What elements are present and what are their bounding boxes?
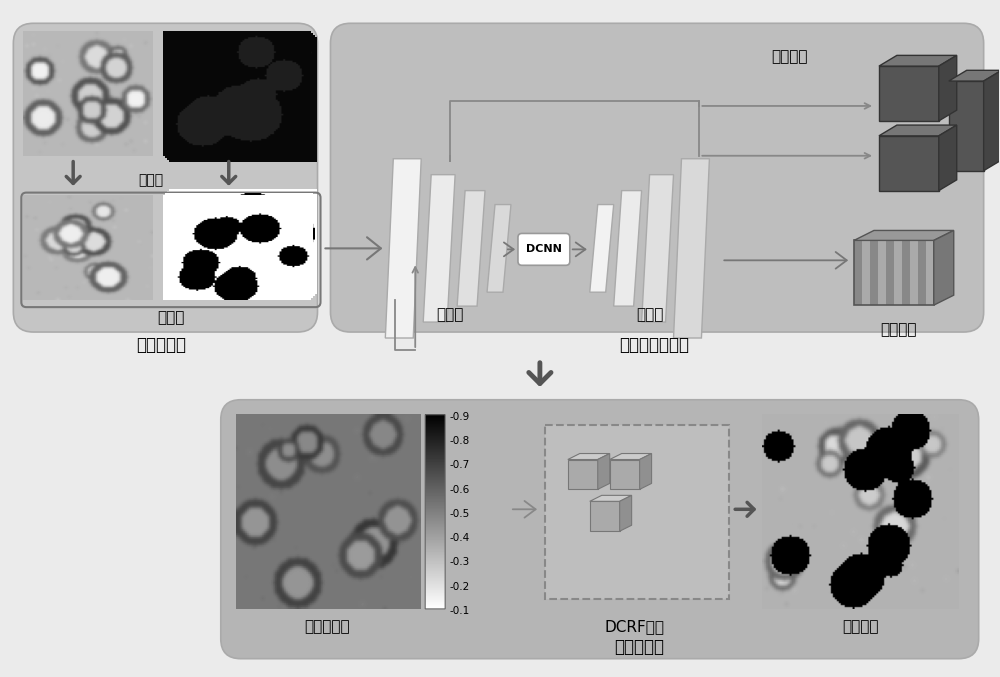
Polygon shape (457, 191, 485, 306)
Polygon shape (487, 204, 511, 292)
Polygon shape (590, 502, 620, 531)
Text: 优化和分割: 优化和分割 (615, 638, 665, 656)
Polygon shape (854, 240, 862, 305)
Text: DCRF优化: DCRF优化 (605, 619, 665, 634)
Polygon shape (620, 496, 632, 531)
Text: -0.6: -0.6 (449, 485, 469, 494)
Polygon shape (590, 496, 632, 502)
Text: 分割结果: 分割结果 (843, 619, 879, 634)
Polygon shape (939, 56, 957, 121)
Polygon shape (568, 460, 598, 489)
Polygon shape (984, 70, 1000, 171)
Polygon shape (610, 454, 652, 460)
Polygon shape (610, 460, 640, 489)
Text: -0.8: -0.8 (449, 436, 469, 446)
Text: 分割概率图: 分割概率图 (305, 619, 350, 634)
Polygon shape (870, 240, 878, 305)
Polygon shape (934, 230, 954, 305)
Polygon shape (854, 230, 954, 240)
Polygon shape (879, 125, 957, 136)
Polygon shape (568, 454, 610, 460)
Text: 特征通道: 特征通道 (881, 322, 917, 338)
Polygon shape (640, 454, 652, 489)
Polygon shape (879, 56, 957, 66)
Polygon shape (886, 240, 894, 305)
FancyBboxPatch shape (330, 23, 984, 332)
Text: 编码器: 编码器 (436, 307, 464, 323)
Polygon shape (902, 240, 910, 305)
Text: -0.7: -0.7 (449, 460, 469, 471)
FancyBboxPatch shape (221, 399, 979, 659)
Polygon shape (862, 240, 870, 305)
Text: -0.9: -0.9 (449, 412, 469, 422)
Polygon shape (949, 70, 1000, 81)
Text: 数据预处理: 数据预处理 (136, 336, 186, 354)
Polygon shape (918, 240, 926, 305)
Polygon shape (879, 66, 939, 121)
Polygon shape (878, 240, 886, 305)
Text: 训练集: 训练集 (157, 311, 185, 326)
Polygon shape (939, 125, 957, 191)
FancyBboxPatch shape (518, 234, 570, 265)
Text: -0.1: -0.1 (449, 606, 469, 616)
Polygon shape (926, 240, 934, 305)
FancyBboxPatch shape (545, 424, 729, 599)
Polygon shape (385, 158, 421, 338)
Polygon shape (879, 136, 939, 191)
Polygon shape (423, 175, 455, 322)
Polygon shape (590, 204, 614, 292)
Text: 预处理: 预处理 (138, 173, 164, 188)
Polygon shape (894, 240, 902, 305)
Text: 多层次特征融合: 多层次特征融合 (620, 336, 690, 354)
Text: -0.5: -0.5 (449, 509, 469, 519)
Polygon shape (614, 191, 642, 306)
Text: DCNN: DCNN (526, 244, 562, 255)
FancyBboxPatch shape (13, 23, 318, 332)
Text: 分组卷积: 分组卷积 (771, 49, 807, 64)
Text: 解码器: 解码器 (636, 307, 663, 323)
Text: -0.3: -0.3 (449, 557, 469, 567)
Polygon shape (910, 240, 918, 305)
Polygon shape (642, 175, 674, 322)
Polygon shape (949, 81, 984, 171)
Polygon shape (598, 454, 610, 489)
Polygon shape (674, 158, 709, 338)
Text: -0.4: -0.4 (449, 533, 469, 543)
Text: -0.2: -0.2 (449, 582, 469, 592)
